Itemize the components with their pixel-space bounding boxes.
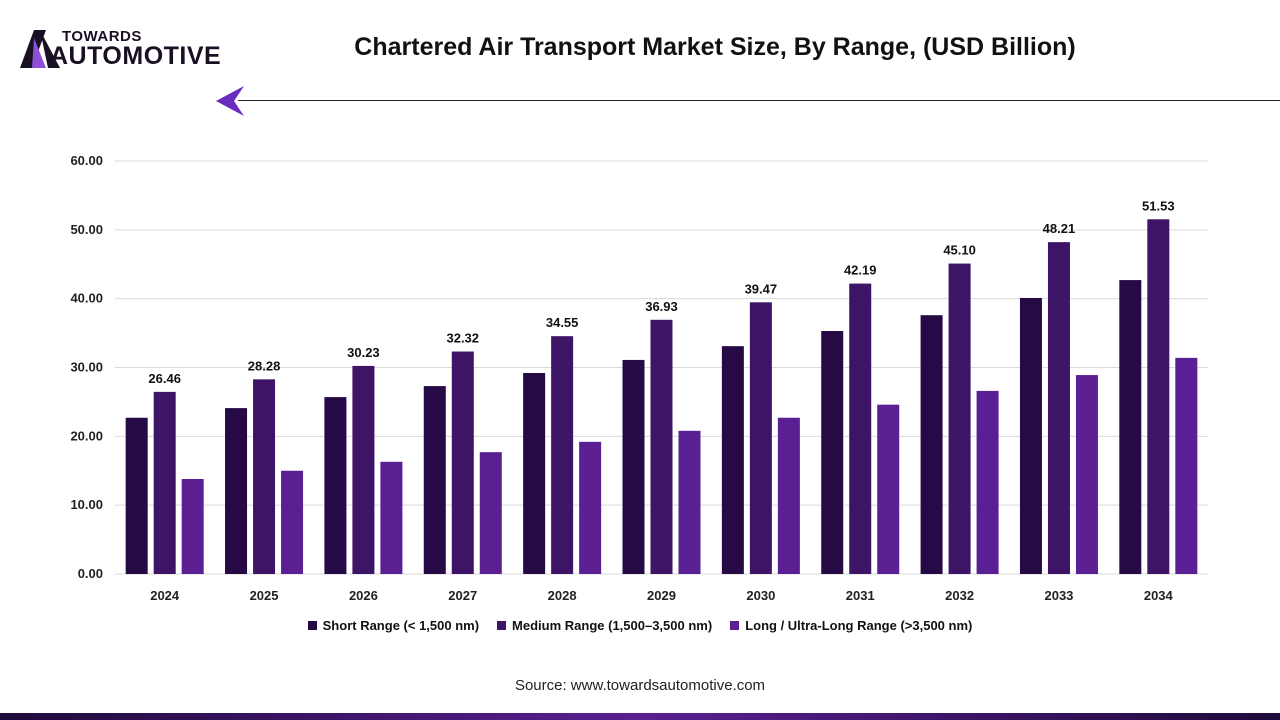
brand-line1: TOWARDS xyxy=(62,28,142,45)
bar xyxy=(479,452,502,574)
title-divider xyxy=(238,100,1280,101)
x-tick-label: 2024 xyxy=(150,588,180,603)
bar xyxy=(281,470,304,574)
legend-label: Medium Range (1,500–3,500 nm) xyxy=(512,618,713,633)
bar xyxy=(225,408,248,574)
brand-line2: AUTOMOTIVE xyxy=(50,42,222,70)
bar xyxy=(523,373,546,574)
y-tick-label: 0.00 xyxy=(78,566,103,581)
legend-item-short: Short Range (< 1,500 nm) xyxy=(307,618,480,633)
data-label: 36.93 xyxy=(645,299,678,314)
bar xyxy=(777,417,800,574)
bar xyxy=(551,336,574,574)
bar xyxy=(1019,297,1042,574)
bar xyxy=(253,379,276,574)
bar xyxy=(678,430,701,574)
data-label: 34.55 xyxy=(546,315,579,330)
x-tick-label: 2026 xyxy=(349,588,378,603)
bar xyxy=(1047,242,1070,575)
bar xyxy=(451,351,474,574)
data-label: 28.28 xyxy=(248,358,281,373)
y-tick-label: 60.00 xyxy=(70,153,103,168)
bar xyxy=(821,331,844,574)
bar xyxy=(650,319,673,574)
bar xyxy=(579,441,602,574)
legend-swatch xyxy=(307,621,317,630)
bar xyxy=(948,263,971,574)
arrow-left-icon xyxy=(216,86,244,116)
data-label: 26.46 xyxy=(148,371,181,386)
bar xyxy=(1075,375,1098,574)
footer-bar xyxy=(0,713,1280,720)
bar xyxy=(380,461,403,574)
x-tick-label: 2034 xyxy=(1144,588,1174,603)
data-label: 39.47 xyxy=(745,281,778,296)
legend-item-long: Long / Ultra-Long Range (>3,500 nm) xyxy=(730,618,972,633)
bar xyxy=(352,365,375,574)
y-tick-label: 30.00 xyxy=(70,360,103,375)
x-tick-label: 2032 xyxy=(945,588,974,603)
bar xyxy=(849,283,872,574)
x-tick-label: 2025 xyxy=(250,588,279,603)
bar xyxy=(920,315,943,574)
legend-item-medium: Medium Range (1,500–3,500 nm) xyxy=(497,618,712,633)
bar xyxy=(721,346,744,574)
bar xyxy=(324,397,347,574)
bar-chart: 0.00 10.00 20.00 30.00 40.00 50.00 60.00 26.46 2… xyxy=(70,153,1208,603)
chart-title: Chartered Air Transport Market Size, By … xyxy=(354,33,1076,61)
y-tick-label: 20.00 xyxy=(70,428,103,443)
x-tick-label: 2030 xyxy=(746,588,775,603)
x-tick-label: 2029 xyxy=(647,588,676,603)
y-tick-label: 50.00 xyxy=(70,222,103,237)
logo-mark-icon xyxy=(20,30,60,68)
data-label: 48.21 xyxy=(1043,221,1076,236)
legend-swatch xyxy=(730,621,740,630)
data-label: 30.23 xyxy=(347,345,380,360)
legend-swatch xyxy=(497,621,507,630)
source-note: Source: www.towardsautomotive.com xyxy=(514,677,766,694)
data-label: 51.53 xyxy=(1142,198,1175,213)
bar xyxy=(877,404,900,574)
bar xyxy=(125,417,148,574)
x-tick-label: 2028 xyxy=(548,588,577,603)
bar xyxy=(622,359,645,574)
brand-logo: TOWARDS AUTOMOTIVE xyxy=(20,28,230,73)
bar xyxy=(153,391,176,574)
bar xyxy=(423,386,446,574)
bar xyxy=(1147,219,1170,575)
bar xyxy=(749,302,772,574)
bar xyxy=(1119,280,1142,574)
data-label: 45.10 xyxy=(943,243,976,258)
data-label: 32.32 xyxy=(446,331,479,346)
x-tick-label: 2033 xyxy=(1044,588,1073,603)
legend-label: Long / Ultra-Long Range (>3,500 nm) xyxy=(745,618,973,633)
legend: Short Range (< 1,500 nm) Medium Range (1… xyxy=(0,618,1280,633)
bar xyxy=(976,390,999,574)
y-tick-label: 10.00 xyxy=(70,497,103,512)
data-label: 42.19 xyxy=(844,263,877,278)
y-tick-label: 40.00 xyxy=(70,291,103,306)
legend-label: Short Range (< 1,500 nm) xyxy=(322,618,480,633)
x-tick-label: 2027 xyxy=(448,588,477,603)
x-tick-label: 2031 xyxy=(846,588,875,603)
bar xyxy=(1175,357,1198,574)
bar xyxy=(181,479,204,574)
